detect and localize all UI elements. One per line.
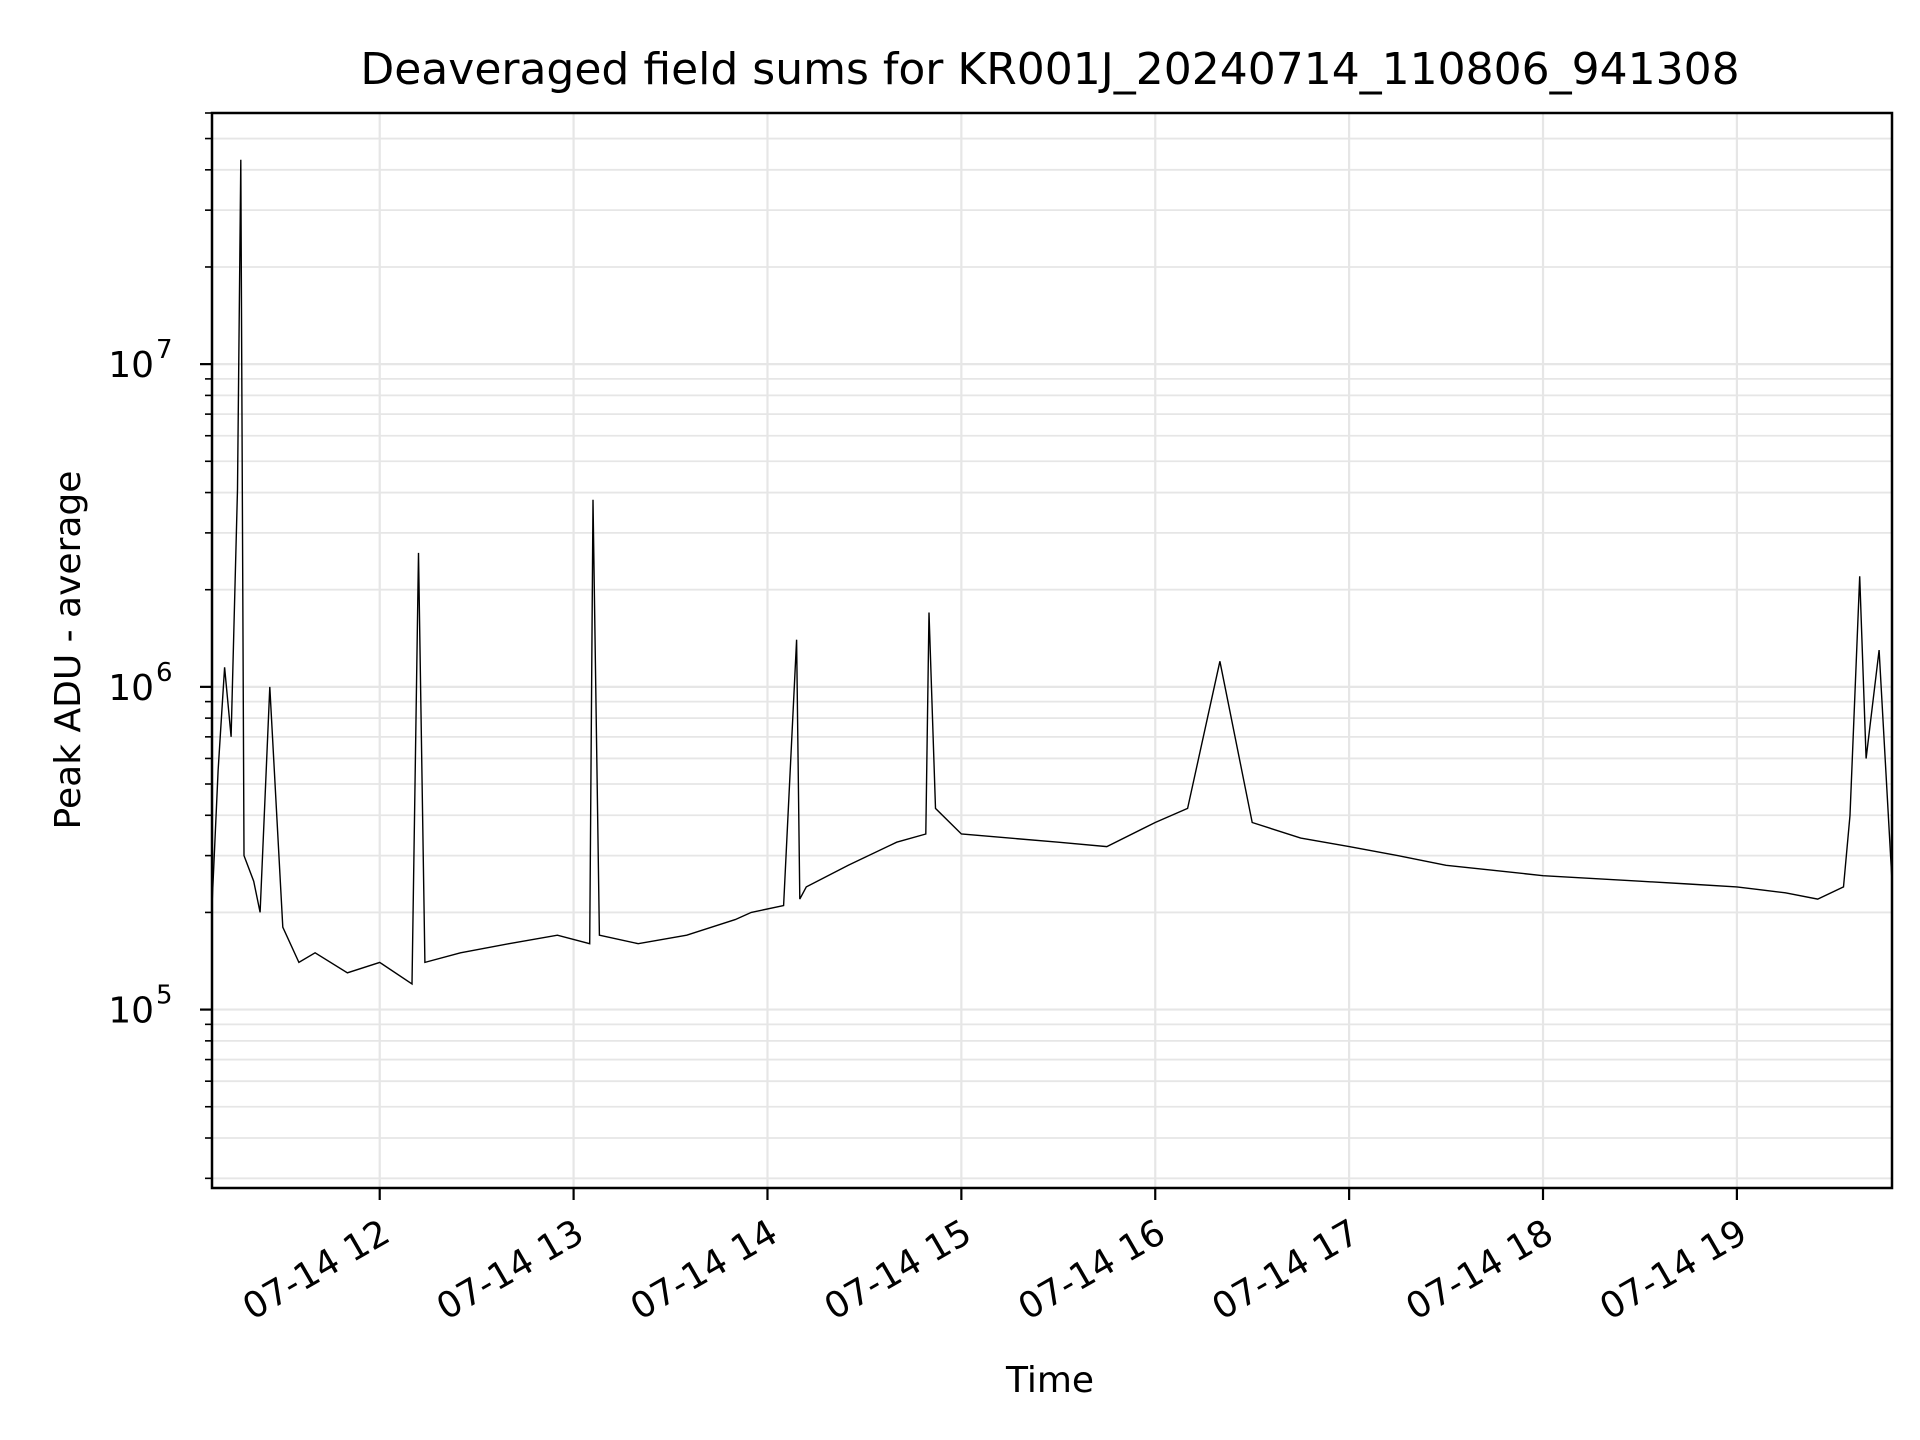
x-tick-label: 07-14 12 (236, 1212, 397, 1328)
x-axis-label: Time (1005, 1360, 1094, 1401)
y-tick-label-exponent: 6 (156, 658, 173, 688)
x-tick-label: 07-14 15 (818, 1212, 979, 1328)
y-tick-label-exponent: 5 (156, 981, 173, 1011)
x-tick-label: 07-14 18 (1399, 1212, 1560, 1328)
grid (212, 112, 1892, 1188)
y-tick-label-exponent: 7 (156, 335, 173, 365)
x-tick-label: 07-14 14 (624, 1212, 785, 1328)
x-tick-label: 07-14 13 (430, 1212, 591, 1328)
y-tick-label: 10 (108, 668, 154, 709)
data-series (211, 159, 1893, 986)
y-tick-label: 10 (108, 991, 154, 1032)
series-line (211, 159, 1893, 986)
x-axis: 07-14 12 07-14 13 07-14 14 07-14 15 07-14 16… (236, 1188, 1754, 1329)
x-tick-label: 07-14 16 (1012, 1212, 1173, 1328)
y-tick-label: 10 (108, 345, 154, 386)
x-tick-label: 07-14 19 (1593, 1212, 1754, 1328)
plot-area-frame (210, 111, 1894, 1190)
x-tick-label: 07-14 17 (1206, 1212, 1367, 1328)
y-axis-label: Peak ADU - average (48, 471, 89, 830)
chart-title: Deaveraged field sums for KR001J_2024071… (360, 44, 1739, 95)
